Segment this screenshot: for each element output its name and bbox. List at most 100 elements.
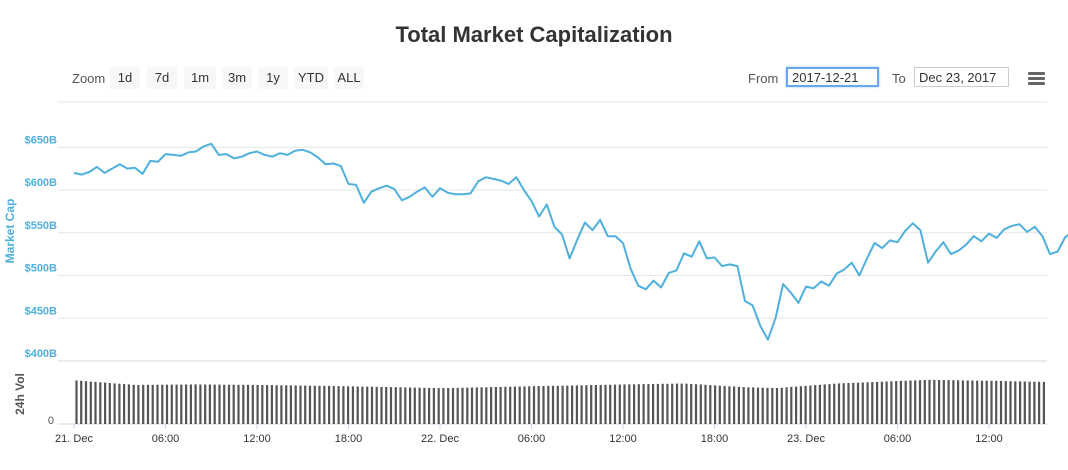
- zoom-1m-button[interactable]: 1m: [184, 67, 216, 89]
- zoom-3m-button[interactable]: 3m: [222, 67, 252, 89]
- volume-bar: [637, 384, 640, 424]
- volume-bar: [861, 382, 864, 424]
- volume-bar: [966, 380, 969, 424]
- volume-bar: [194, 384, 197, 424]
- volume-bar: [270, 385, 273, 424]
- zoom-1d-button[interactable]: 1d: [110, 67, 140, 89]
- volume-bar: [652, 384, 655, 424]
- hamburger-menu-icon[interactable]: [1028, 72, 1045, 86]
- zoom-7d-button[interactable]: 7d: [147, 67, 177, 89]
- volume-bar: [394, 387, 397, 424]
- volume-bar: [528, 386, 531, 424]
- y-axis-ticks: $400B $450B $500B $550B $600B $650B: [25, 134, 57, 360]
- volume-bar: [223, 384, 226, 424]
- volume-bar: [761, 387, 764, 424]
- volume-bar: [428, 387, 431, 424]
- volume-bar: [442, 388, 445, 424]
- volume-bar: [94, 381, 97, 424]
- volume-bar: [885, 381, 888, 424]
- volume-bar: [351, 386, 354, 424]
- volume-bar: [142, 384, 145, 424]
- y-tick-label: $450B: [25, 305, 57, 317]
- volume-bar: [933, 379, 936, 424]
- zoom-ytd-button[interactable]: YTD: [294, 67, 328, 89]
- volume-bar: [227, 384, 231, 424]
- volume-bar: [289, 385, 292, 424]
- volume-bar: [123, 384, 126, 424]
- volume-bar: [785, 387, 788, 424]
- x-tick-label: 18:00: [335, 433, 363, 445]
- volume-bar: [671, 383, 674, 424]
- volume-bar: [714, 385, 717, 424]
- volume-bar: [990, 380, 993, 424]
- volume-bar: [866, 382, 869, 424]
- volume-bar: [232, 384, 235, 424]
- volume-bar: [575, 385, 578, 424]
- from-date-input[interactable]: [786, 67, 879, 87]
- volume-bar: [599, 384, 602, 424]
- volume-bar: [1028, 381, 1031, 424]
- volume-bar: [633, 384, 636, 424]
- x-tick-label: 06:00: [884, 433, 912, 445]
- y-tick-label: $650B: [25, 134, 57, 146]
- volume-bar: [156, 384, 159, 424]
- volume-bar: [566, 385, 569, 424]
- volume-bar: [99, 382, 102, 424]
- volume-bar: [328, 386, 331, 424]
- volume-bar: [847, 383, 850, 424]
- volume-bar: [613, 384, 617, 424]
- volume-bar: [656, 383, 659, 424]
- volume-bar: [213, 384, 216, 424]
- volume-bar: [799, 386, 802, 424]
- volume-bar: [323, 385, 326, 424]
- volume-bar: [189, 384, 192, 424]
- volume-bar: [995, 380, 998, 424]
- volume-bar: [685, 383, 688, 424]
- volume-bar: [380, 386, 383, 424]
- volume-bar: [623, 384, 626, 424]
- volume-bar: [642, 384, 645, 424]
- volume-bar: [456, 387, 459, 424]
- to-date-input[interactable]: [914, 67, 1009, 87]
- volume-bar: [818, 384, 821, 424]
- volume-bar: [466, 387, 469, 424]
- volume-bar: [132, 384, 135, 424]
- volume-bar: [513, 386, 516, 424]
- volume-bar: [490, 387, 493, 424]
- volume-bar: [185, 384, 188, 424]
- volume-bar: [771, 388, 774, 424]
- volume-bar: [218, 384, 221, 424]
- volume-bar: [399, 387, 402, 424]
- volume-bar: [461, 387, 464, 424]
- volume-bar: [661, 383, 664, 424]
- volume-bar: [547, 385, 550, 424]
- volume-bar: [294, 385, 297, 424]
- x-tick-label: 12:00: [243, 433, 271, 445]
- chart-title: Total Market Capitalization: [395, 22, 673, 47]
- zoom-label: Zoom: [72, 71, 106, 86]
- volume-bar: [208, 384, 211, 424]
- x-tick-label: 18:00: [701, 433, 729, 445]
- volume-bar: [980, 380, 984, 424]
- zoom-all-button[interactable]: ALL: [334, 67, 364, 89]
- volume-bar: [594, 385, 597, 424]
- volume-bar: [561, 385, 564, 424]
- volume-bar: [137, 384, 140, 424]
- volume-bar: [432, 388, 435, 424]
- zoom-1y-button[interactable]: 1y: [258, 67, 288, 89]
- volume-bar: [404, 387, 407, 424]
- volume-bar: [537, 386, 540, 424]
- volume-bar: [694, 384, 698, 424]
- volume-bar: [146, 384, 150, 424]
- x-tick-label: 06:00: [152, 433, 180, 445]
- volume-bar: [518, 386, 521, 424]
- volume-bar: [880, 381, 883, 424]
- volume-bar: [313, 385, 316, 424]
- volume-bar: [904, 380, 907, 424]
- volume-bar: [852, 382, 855, 424]
- volume-bar: [590, 385, 593, 424]
- to-label: To: [892, 71, 906, 86]
- volume-bar: [923, 380, 926, 424]
- volume-bar: [833, 383, 836, 424]
- volume-bar: [837, 383, 841, 424]
